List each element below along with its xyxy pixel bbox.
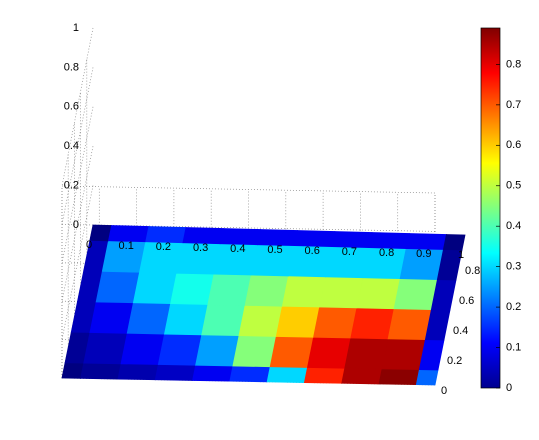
colorbar-tick-label: 0.3 (506, 261, 521, 273)
surface-cell (344, 337, 389, 370)
z-tick-label: 0.2 (64, 180, 79, 192)
surface-cell (269, 336, 315, 368)
surface-cell (229, 365, 271, 383)
colorbar-tick-label: 0 (506, 382, 512, 394)
z-tick-label: 0 (73, 219, 79, 231)
x-tick-label: 0.6 (305, 245, 320, 257)
grid-line (61, 185, 436, 194)
surface-cell (244, 274, 289, 307)
x-tick-label: 0.1 (119, 240, 134, 252)
surface-cell (120, 332, 165, 365)
surface-cell (80, 362, 122, 380)
y-tick-label: 0.2 (447, 355, 462, 367)
y-tick-label: 0.8 (465, 265, 480, 277)
y-tick-label: 0.6 (459, 295, 474, 307)
surface-cell (83, 332, 128, 365)
x-tick-label: 0 (86, 239, 92, 251)
surface-cell (157, 333, 203, 366)
surface-cell (170, 272, 215, 305)
surface-cell (387, 308, 432, 341)
x-tick-label: 0.9 (416, 248, 431, 260)
surface-cell (442, 234, 466, 251)
colorbar-tick-label: 0.7 (506, 99, 521, 111)
colorbar-tick-label: 0.1 (506, 341, 521, 353)
surface-cell (232, 335, 277, 368)
surface-cell (207, 273, 252, 306)
surface-cell (192, 364, 234, 382)
grid-line (61, 185, 94, 340)
surface-cell (61, 362, 85, 379)
surface-cell (381, 338, 426, 371)
surface-cell (126, 302, 172, 335)
z-tick-label: 0.8 (64, 61, 79, 73)
z-tick-label: 1 (73, 22, 79, 34)
surface-cell (266, 366, 308, 383)
colorbar-tick-label: 0.5 (506, 180, 521, 192)
grid-line (61, 106, 94, 263)
surface-cell (341, 367, 383, 385)
surface-cell (415, 369, 439, 386)
surface-cell (393, 278, 438, 310)
x-tick-label: 0.5 (267, 244, 282, 256)
surface-cell (356, 277, 401, 310)
surface-cell (313, 306, 358, 339)
surface-cell (303, 367, 346, 384)
colorbar-tick-label: 0.4 (506, 220, 521, 232)
x-tick-label: 1 (458, 249, 464, 261)
surface-cell (275, 305, 321, 338)
surface-cell (163, 303, 209, 336)
x-tick-label: 0.2 (156, 241, 171, 253)
x-tick-label: 0.7 (342, 246, 357, 258)
surface-cell (132, 271, 178, 305)
surface-cell (319, 276, 364, 309)
y-tick-label: 0.4 (453, 325, 468, 337)
surface-cell (238, 304, 283, 337)
z-tick-label: 0.4 (64, 140, 79, 152)
surface-cell (154, 364, 197, 381)
surface-cell (195, 334, 240, 367)
x-tick-label: 0.4 (230, 243, 245, 255)
colorbar-tick-label: 0.8 (506, 58, 521, 70)
surface-cell (350, 307, 395, 340)
colorbar-tick-label: 0.2 (506, 301, 521, 313)
surface-cell (89, 301, 134, 334)
x-tick-label: 0.8 (379, 247, 394, 259)
surface-cell (201, 304, 246, 337)
z-tick-label: 0.6 (64, 101, 79, 113)
y-tick-label: 0 (441, 385, 447, 397)
surface-cell (95, 270, 141, 304)
surface-cell (117, 363, 159, 381)
colorbar-tick-label: 0.6 (506, 139, 521, 151)
surface-cell (306, 336, 352, 369)
colorbar (480, 27, 501, 389)
surface-cell (281, 275, 327, 308)
surface-cell (378, 368, 420, 386)
x-tick-label: 0.3 (193, 242, 208, 254)
surface-cell (89, 224, 113, 242)
